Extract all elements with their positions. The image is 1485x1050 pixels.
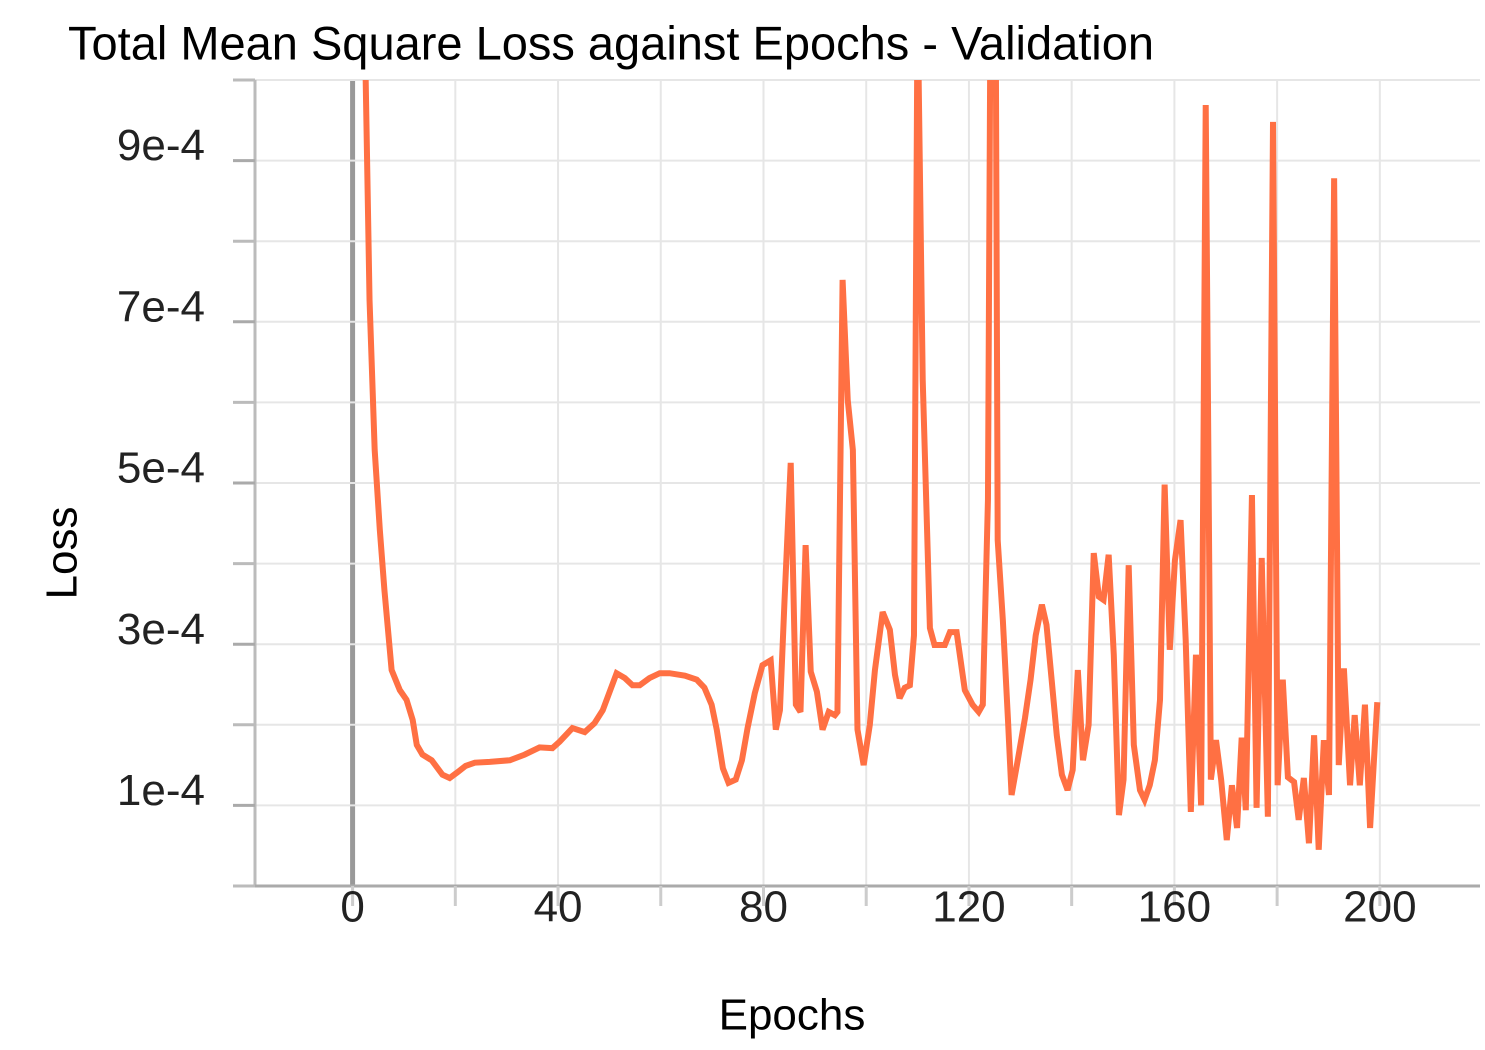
x-tick-label: 160 [1138, 883, 1211, 932]
y-tick-label: 3e-4 [117, 605, 205, 654]
x-axis-label: Epochs [719, 991, 866, 1040]
x-tick-label: 40 [534, 883, 583, 932]
data-line [362, 80, 1381, 850]
x-tick-label: 80 [739, 883, 788, 932]
x-tick-label: 0 [340, 883, 364, 932]
chart-title: Total Mean Square Loss against Epochs - … [68, 16, 1154, 69]
plot-area [362, 80, 1381, 850]
y-axis-label: Loss [38, 507, 87, 600]
x-tick-label: 120 [932, 883, 1005, 932]
y-tick-label: 1e-4 [117, 766, 205, 815]
y-tick-label: 5e-4 [117, 444, 205, 493]
y-tick-label: 7e-4 [117, 282, 205, 331]
x-tick-label: 200 [1343, 883, 1416, 932]
y-tick-label: 9e-4 [117, 121, 205, 170]
